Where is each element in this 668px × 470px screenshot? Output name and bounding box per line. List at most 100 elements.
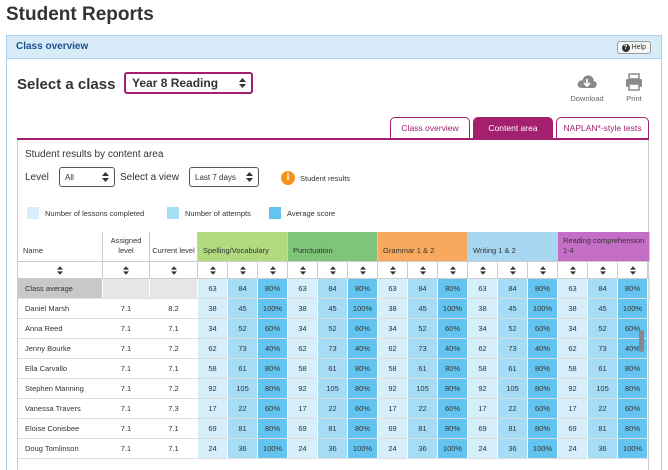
sort-arrows-icon [329,265,336,275]
score-cell: 69 [288,419,318,438]
assigned-level: 7.1 [103,419,150,438]
score-cell: 38 [378,299,408,318]
score-cell: 84 [408,279,438,298]
score-cell: 34 [288,319,318,338]
panel-title: Class overview [16,41,89,52]
student-name: Daniel Marsh [18,299,103,318]
sort-arrows-icon [246,172,253,182]
score-cell: 73 [498,339,528,358]
score-cell: 58 [378,359,408,378]
info-icon[interactable]: i [281,171,295,185]
sort-button[interactable] [468,262,498,278]
sort-button[interactable] [198,262,228,278]
score-cell: 81 [318,419,348,438]
score-cell: 58 [558,359,588,378]
table-row[interactable]: Doug Tomlinson 7.1 7.1 24 36 100% 24 36 100% 24 36… [18,439,650,459]
score-cell: 92 [468,379,498,398]
score-cell: 61 [588,359,618,378]
score-cell: 80% [348,419,378,438]
table-row[interactable]: Vanessa Travers 7.1 7.3 17 22 60% 17 22 60% 17 22 6… [18,399,650,419]
score-cell: 105 [408,379,438,398]
student-name: Vanessa Travers [18,399,103,418]
score-cell: 80% [258,279,288,298]
sort-button[interactable] [103,262,150,278]
score-cell: 45 [498,299,528,318]
level-select-value: All [65,173,74,182]
sort-button[interactable] [378,262,408,278]
print-button[interactable]: Print [619,72,649,103]
score-cell: 100% [618,439,648,458]
score-cell: 81 [498,419,528,438]
sort-button[interactable] [558,262,588,278]
sort-button[interactable] [498,262,528,278]
level-select[interactable]: All [59,167,115,187]
class-select-value: Year 8 Reading [132,76,219,90]
table-row[interactable]: Stephen Manning 7.1 7.2 92 105 80% 92 105 80% 92 1… [18,379,650,399]
legend-lessons-swatch [27,207,39,219]
sort-arrows-icon [449,265,456,275]
score-cell: 36 [588,439,618,458]
legend-average-swatch [269,207,281,219]
sort-arrows-icon [419,265,426,275]
table-row[interactable]: Ella Carvallo 7.1 7.1 58 61 80% 58 61 80% 58 61 80%… [18,359,650,379]
help-icon: ? [621,43,630,52]
table-row[interactable]: Eloise Conisbee 7.1 7.1 69 81 80% 69 81 80% 69 81 8… [18,419,650,439]
sort-button[interactable] [528,262,558,278]
tab-class-overview[interactable]: Class overview [390,117,470,138]
print-label: Print [626,94,642,103]
score-cell: 105 [498,379,528,398]
score-cell: 38 [288,299,318,318]
assigned-level: 7.1 [103,379,150,398]
sort-arrows-icon [479,265,486,275]
score-cell: 63 [378,279,408,298]
sort-button[interactable] [618,262,648,278]
score-cell: 80% [618,359,648,378]
tab-underline [17,138,649,140]
sort-button[interactable] [588,262,618,278]
score-cell: 22 [408,399,438,418]
table-scrollbar[interactable] [639,330,644,352]
table-row[interactable]: Daniel Marsh 7.1 8.2 38 45 100% 38 45 100% 38 45 10… [18,299,650,319]
score-cell: 17 [378,399,408,418]
help-button[interactable]: ? Help [616,41,651,54]
score-cell: 62 [468,339,498,358]
sort-button[interactable] [228,262,258,278]
sort-arrows-icon [123,265,129,275]
table-row[interactable]: Jenny Bourke 7.1 7.2 62 73 40% 62 73 40% 62 73 40% 6… [18,339,650,359]
column-area-1: Punctuation [288,232,378,261]
select-class-label: Select a class [17,76,116,93]
score-cell: 22 [498,399,528,418]
score-cell: 61 [498,359,528,378]
sort-button[interactable] [438,262,468,278]
score-cell: 100% [528,439,558,458]
sort-button[interactable] [348,262,378,278]
score-cell: 63 [288,279,318,298]
download-button[interactable]: Download [567,72,607,103]
class-select[interactable]: Year 8 Reading [124,72,253,94]
view-select[interactable]: Last 7 days [189,167,259,187]
sort-button[interactable] [318,262,348,278]
legend-attempts-label: Number of attempts [185,209,251,218]
sort-button[interactable] [408,262,438,278]
tab-naplan-tests[interactable]: NAPLAN*-style tests [556,117,649,138]
score-cell: 84 [228,279,258,298]
score-cell: 58 [198,359,228,378]
score-cell: 80% [438,359,468,378]
score-cell: 81 [228,419,258,438]
current-level: 7.3 [150,399,198,418]
score-cell: 38 [558,299,588,318]
score-cell: 80% [528,419,558,438]
sort-button[interactable] [150,262,198,278]
sort-button[interactable] [288,262,318,278]
score-cell: 60% [438,319,468,338]
sort-button[interactable] [18,262,103,278]
score-cell: 73 [408,339,438,358]
score-cell: 52 [228,319,258,338]
sort-button[interactable] [258,262,288,278]
tab-content-area[interactable]: Content area [473,117,553,138]
sort-arrows-icon [102,172,109,182]
score-cell: 84 [588,279,618,298]
student-name: Anna Reed [18,319,103,338]
table-row[interactable]: Anna Reed 7.1 7.1 34 52 60% 34 52 60% 34 52 60% 34 52… [18,319,650,339]
score-cell: 80% [258,379,288,398]
